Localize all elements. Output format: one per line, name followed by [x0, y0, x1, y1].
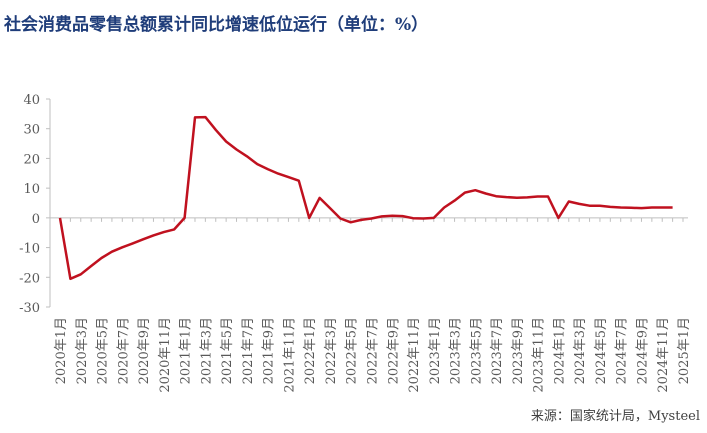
x-tick-label: 2022年11月	[407, 317, 422, 393]
y-tick-label: 20	[23, 152, 40, 167]
y-tick-label: 10	[23, 182, 40, 197]
source-note: 来源：国家统计局，Mysteel	[531, 408, 700, 424]
y-tick-label: 40	[23, 93, 40, 108]
chart-title: 社会消费品零售总额累计同比增速低位运行（单位：%）	[3, 14, 428, 35]
x-tick-label: 2024年7月	[615, 317, 630, 384]
x-tick-label: 2021年7月	[241, 317, 256, 384]
x-tick-label: 2023年7月	[490, 317, 505, 384]
data-line	[58, 115, 673, 281]
x-tick-label: 2020年3月	[75, 317, 90, 384]
y-tick-label: -30	[19, 301, 40, 316]
x-tick-label: 2022年5月	[345, 317, 360, 384]
x-tick-label: 2021年3月	[199, 317, 214, 384]
x-tick-label: 2021年11月	[282, 317, 297, 393]
x-tick-label: 2021年5月	[220, 317, 235, 384]
x-tick-label: 2020年5月	[96, 317, 111, 384]
x-tick-label: 2020年7月	[116, 317, 131, 384]
x-tick-label: 2025年1月	[677, 317, 692, 384]
x-tick-label: 2020年11月	[158, 317, 173, 393]
x-tick-label: 2023年11月	[532, 317, 547, 393]
x-tick-label: 2024年9月	[635, 317, 650, 384]
x-tick-label: 2023年3月	[449, 317, 464, 384]
x-tick-label: 2020年1月	[54, 317, 69, 384]
x-tick-label: 2021年9月	[262, 317, 277, 384]
x-tick-label: 2024年1月	[552, 317, 567, 384]
y-tick-label: -20	[19, 271, 40, 286]
y-tick-label: 30	[23, 123, 40, 138]
x-tick-label: 2024年5月	[594, 317, 609, 384]
x-tick-label: 2022年7月	[366, 317, 381, 384]
x-tick-label: 2023年5月	[469, 317, 484, 384]
x-tick-label: 2023年9月	[511, 317, 526, 384]
x-tick-label: 2024年3月	[573, 317, 588, 384]
x-tick-label: 2024年11月	[656, 317, 671, 393]
x-tick-label: 2021年1月	[179, 317, 194, 384]
x-tick-label: 2020年9月	[137, 317, 152, 384]
x-tick-label: 2022年3月	[324, 317, 339, 384]
x-tick-label: 2022年9月	[386, 317, 401, 384]
y-tick-label: 0	[32, 212, 40, 227]
y-tick-label: -10	[19, 242, 40, 257]
x-tick-label: 2023年1月	[428, 317, 443, 384]
x-tick-label: 2022年1月	[303, 317, 318, 384]
